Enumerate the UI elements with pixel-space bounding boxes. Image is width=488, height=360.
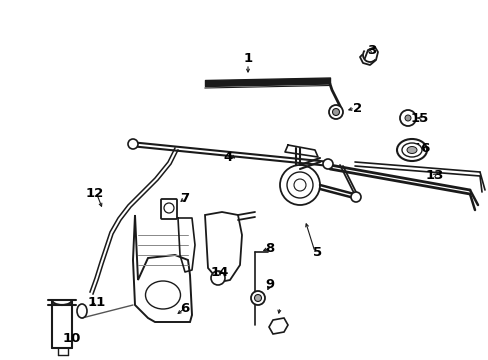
Circle shape <box>328 105 342 119</box>
Circle shape <box>254 294 261 302</box>
Circle shape <box>350 192 360 202</box>
Polygon shape <box>268 318 287 334</box>
Text: 12: 12 <box>86 186 104 199</box>
Text: 14: 14 <box>210 266 229 279</box>
Text: 13: 13 <box>425 168 443 181</box>
Ellipse shape <box>401 143 421 157</box>
Text: 5: 5 <box>313 246 322 258</box>
Ellipse shape <box>396 139 426 161</box>
Text: 9: 9 <box>265 279 274 292</box>
Circle shape <box>404 115 410 121</box>
Ellipse shape <box>406 147 416 153</box>
Polygon shape <box>204 212 242 282</box>
Circle shape <box>399 110 415 126</box>
Text: 16: 16 <box>412 141 430 154</box>
Text: 4: 4 <box>223 150 232 163</box>
Text: 15: 15 <box>410 112 428 125</box>
Text: 6: 6 <box>180 302 189 315</box>
Circle shape <box>128 139 138 149</box>
Text: 2: 2 <box>353 102 362 114</box>
FancyBboxPatch shape <box>161 199 177 219</box>
Text: 11: 11 <box>88 296 106 309</box>
Ellipse shape <box>145 281 180 309</box>
Circle shape <box>323 159 332 169</box>
Text: 7: 7 <box>180 192 189 204</box>
Circle shape <box>332 108 339 116</box>
Text: 3: 3 <box>366 44 376 57</box>
Circle shape <box>210 271 224 285</box>
Circle shape <box>280 165 319 205</box>
Circle shape <box>250 291 264 305</box>
Text: 1: 1 <box>243 51 252 64</box>
Text: 8: 8 <box>265 242 274 255</box>
Ellipse shape <box>77 304 87 318</box>
Text: 10: 10 <box>62 332 81 345</box>
Polygon shape <box>133 215 192 322</box>
